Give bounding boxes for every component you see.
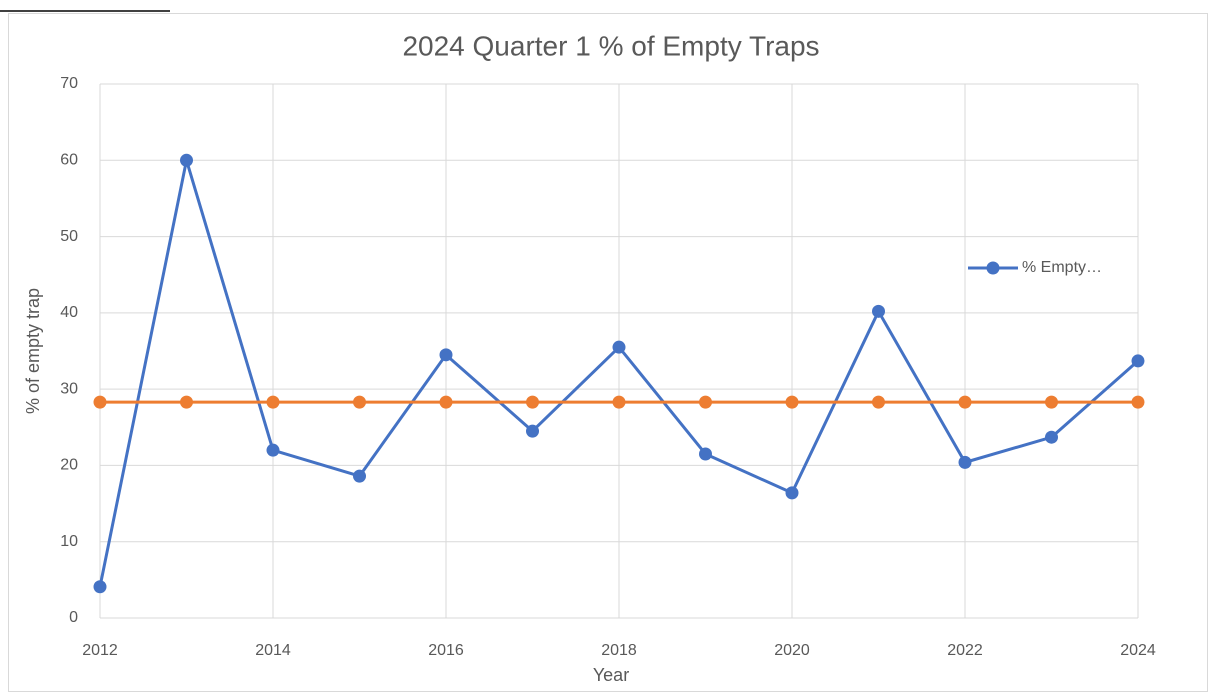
y-axis-label: % of empty trap — [23, 288, 43, 414]
point-marker — [1131, 395, 1145, 409]
x-tick-label: 2022 — [947, 642, 983, 659]
point-marker — [785, 395, 799, 409]
point-marker — [958, 455, 972, 469]
point-marker — [266, 443, 280, 457]
legend-marker — [986, 261, 1000, 275]
point-marker — [872, 395, 885, 409]
legend-label: % Empty… — [1022, 259, 1102, 276]
x-tick-label: 2016 — [428, 642, 464, 659]
point-marker — [93, 395, 107, 409]
point-marker — [353, 469, 366, 483]
y-tick-label: 10 — [60, 533, 78, 550]
point-marker — [699, 447, 712, 461]
y-tick-label: 0 — [69, 609, 78, 626]
point-marker — [180, 395, 193, 409]
point-marker — [1045, 395, 1058, 409]
point-marker — [439, 395, 453, 409]
y-tick-label: 70 — [60, 75, 78, 92]
point-marker — [785, 486, 799, 500]
x-tick-label: 2018 — [601, 642, 637, 659]
chart-frame — [8, 13, 1208, 692]
x-axis-label: Year — [593, 665, 629, 685]
point-marker — [526, 424, 539, 438]
x-tick-label: 2012 — [82, 642, 118, 659]
point-marker — [526, 395, 539, 409]
y-tick-label: 20 — [60, 457, 78, 474]
x-tick-label: 2024 — [1120, 642, 1156, 659]
point-marker — [1131, 354, 1145, 368]
y-tick-label: 30 — [60, 380, 78, 397]
y-tick-label: 50 — [60, 228, 78, 245]
point-marker — [612, 395, 626, 409]
point-marker — [958, 395, 972, 409]
x-tick-label: 2014 — [255, 642, 291, 659]
point-marker — [612, 340, 626, 354]
point-marker — [699, 395, 712, 409]
chart-title: 2024 Quarter 1 % of Empty Traps — [402, 30, 819, 61]
point-marker — [353, 395, 366, 409]
x-tick-label: 2020 — [774, 642, 810, 659]
y-tick-label: 60 — [60, 152, 78, 169]
point-marker — [872, 304, 885, 318]
point-marker — [180, 153, 193, 167]
point-marker — [266, 395, 280, 409]
point-marker — [93, 580, 107, 594]
y-tick-label: 40 — [60, 304, 78, 321]
point-marker — [1045, 430, 1058, 444]
point-marker — [439, 348, 453, 362]
